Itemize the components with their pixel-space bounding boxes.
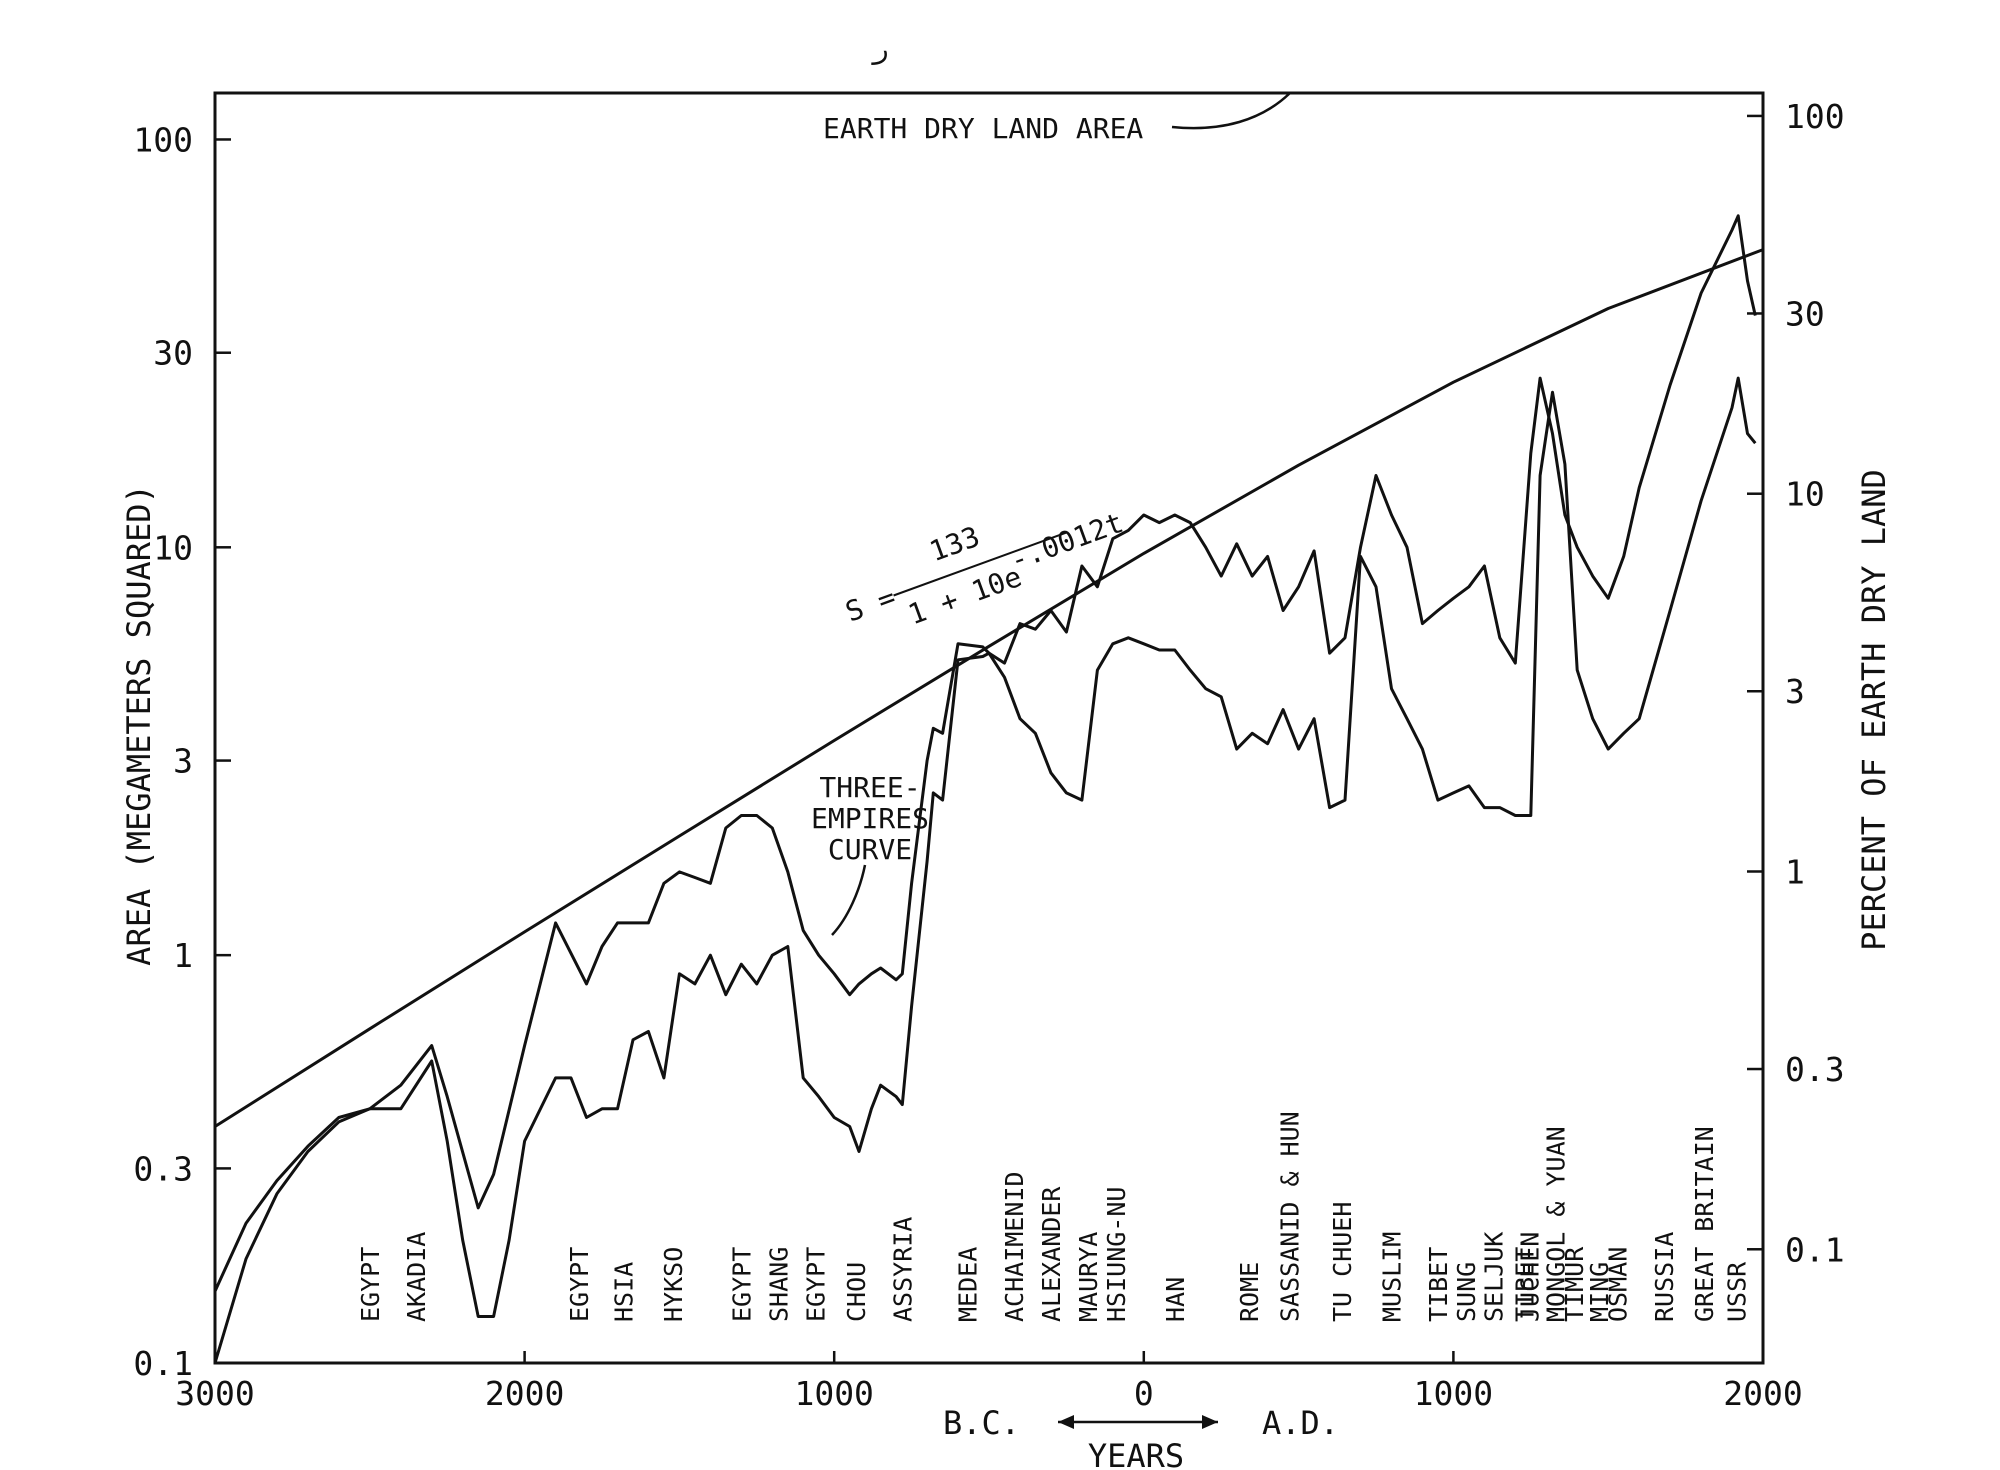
empire-label: HSIUNG-NU [1102, 1187, 1131, 1322]
y2-tick-label: 0.1 [1785, 1230, 1845, 1269]
y-tick-label: 3 [173, 742, 193, 781]
empire-label: EGYPT [727, 1247, 756, 1322]
empire-label: ACHAIMENID [1000, 1171, 1029, 1322]
empire-label: TIBET [1424, 1247, 1453, 1322]
empire-label: TIMUR [1560, 1246, 1589, 1322]
series-line-2 [213, 376, 1757, 1318]
empire-label: HSIA [610, 1262, 639, 1322]
y-tick-label: 10 [153, 528, 193, 567]
axes-group: 3000 2000 1000 0 1000 2000 0.1 0.3 1 3 10 30 100 0.1 0… [133, 97, 1844, 1413]
x-tick-label: 3000 [175, 1374, 254, 1413]
empire-label: USSR [1723, 1261, 1752, 1322]
empire-label: TIBET [1511, 1247, 1540, 1322]
empire-label: OSMAN [1604, 1247, 1633, 1322]
y2-axis-title: PERCENT OF EARTH DRY LAND [1855, 469, 1893, 951]
x-tick-label: 1000 [1414, 1374, 1493, 1413]
formula-numerator: 133 [925, 520, 984, 568]
plot-frame [213, 91, 1765, 1365]
three-empires-line3: CURVE [828, 833, 912, 866]
formula-bar [893, 531, 1068, 597]
empire-label: HAN [1161, 1277, 1190, 1322]
empire-label: EGYPT [356, 1247, 385, 1322]
three-empires-line2: EMPIRES [811, 802, 929, 835]
y-tick-label: 1 [173, 936, 193, 975]
empire-label: ROME [1235, 1262, 1264, 1322]
y2-tick-label: 1 [1785, 852, 1805, 891]
empire-label: EGYPT [802, 1247, 831, 1322]
ad-label: A.D. [1262, 1404, 1339, 1442]
y2-tick-label: 0.3 [1785, 1050, 1845, 1089]
empire-label: HYKSO [659, 1247, 688, 1322]
y-tick-label: 0.1 [133, 1344, 193, 1383]
curves-group [213, 214, 1764, 1364]
empire-label: SASSANID & HUN [1275, 1111, 1304, 1322]
empire-label: ALEXANDER [1037, 1186, 1066, 1322]
y-axis-title: AREA (MEGAMETERS SQUARED) [120, 484, 158, 966]
empire-label: MING [1585, 1262, 1614, 1322]
formula-denominator: 1 + 10e [904, 560, 1026, 631]
y-tick-label: 0.3 [133, 1149, 193, 1188]
empire-label: MONGOL & YUAN [1542, 1126, 1571, 1322]
dry-land-arrow [1171, 92, 1291, 130]
series-line-1 [213, 214, 1757, 1364]
formula: S = 133 1 + 10e -.0012t [841, 506, 1128, 631]
y2-tick-label: 100 [1785, 97, 1845, 136]
y2-tick-label: 10 [1785, 475, 1825, 514]
empire-label: GREAT BRITAIN [1690, 1126, 1719, 1322]
x-tick-label: 2000 [485, 1374, 564, 1413]
empire-label: SELJUK [1480, 1232, 1509, 1322]
empire-label: MUSLIM [1378, 1232, 1407, 1322]
y-tick-label: 30 [153, 334, 193, 373]
empire-label: EGYPT [565, 1247, 594, 1322]
x-tick-label: 0 [1134, 1374, 1154, 1413]
ad-arrow-icon [1202, 1415, 1218, 1429]
empire-label: JUCHEN [1515, 1232, 1544, 1322]
empire-label: CHOU [842, 1262, 871, 1322]
empire-label: AKADIA [402, 1232, 431, 1322]
empire-label: MAURYA [1074, 1232, 1103, 1322]
series-line-3 [214, 248, 1764, 1128]
y2-tick-label: 30 [1785, 294, 1825, 333]
empire-label: TU CHUEH [1328, 1202, 1357, 1322]
x-tick-label: 2000 [1723, 1374, 1802, 1413]
y-tick-label: 100 [133, 120, 193, 159]
formula-exponent: -.0012t [1005, 506, 1127, 577]
empire-label: SUNG [1452, 1262, 1481, 1322]
empire-label: RUSSIA [1650, 1232, 1679, 1322]
empire-label: SHANG [765, 1247, 794, 1322]
x-axis-title: YEARS [1088, 1437, 1184, 1470]
bc-arrow-icon [1058, 1415, 1074, 1429]
bc-label: B.C. [943, 1404, 1020, 1442]
dry-land-label: EARTH DRY LAND AREA [823, 112, 1143, 145]
stray-mark: ر [871, 32, 889, 65]
three-empires-arrow [831, 864, 867, 936]
y2-tick-label: 3 [1785, 672, 1805, 711]
empire-label: MEDEA [953, 1247, 982, 1322]
three-empires-line1: THREE- [819, 771, 920, 804]
empire-labels-group: EGYPT AKADIA EGYPT HSIA HYKSO EGYPT SHANG EGYPT… [356, 1111, 1752, 1322]
x-tick-label: 1000 [794, 1374, 873, 1413]
formula-lhs: S = [841, 580, 900, 628]
empire-label: ASSYRIA [888, 1217, 917, 1322]
